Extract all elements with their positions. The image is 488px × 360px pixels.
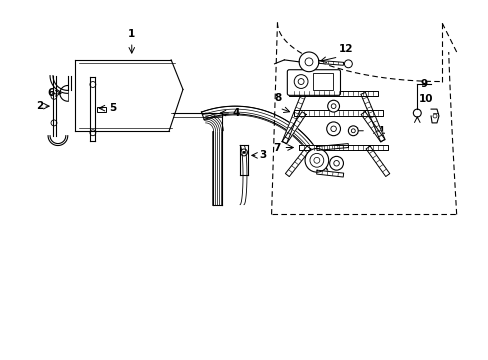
Circle shape [350, 129, 355, 133]
Circle shape [298, 78, 304, 85]
Text: 1: 1 [128, 29, 135, 39]
Text: 2: 2 [37, 101, 44, 111]
Bar [312, 73, 332, 90]
Text: 12: 12 [339, 44, 353, 54]
Text: 10: 10 [418, 94, 433, 104]
Circle shape [327, 100, 339, 112]
Polygon shape [360, 93, 385, 141]
Circle shape [330, 126, 336, 131]
Circle shape [344, 60, 351, 68]
Text: 9: 9 [420, 78, 427, 89]
Text: 3: 3 [259, 150, 266, 161]
Text: 4: 4 [232, 108, 239, 118]
Circle shape [299, 52, 318, 72]
Circle shape [412, 109, 420, 117]
Polygon shape [282, 93, 305, 144]
Polygon shape [316, 144, 348, 150]
Polygon shape [282, 112, 305, 144]
Circle shape [294, 75, 307, 89]
Circle shape [309, 153, 323, 167]
Polygon shape [289, 91, 377, 96]
Circle shape [326, 122, 340, 136]
Text: 5: 5 [109, 103, 116, 113]
Polygon shape [318, 60, 343, 65]
Circle shape [333, 161, 339, 166]
Polygon shape [294, 110, 382, 116]
Polygon shape [316, 170, 343, 177]
Circle shape [305, 148, 328, 172]
Polygon shape [366, 146, 389, 176]
Text: 8: 8 [274, 93, 282, 103]
Circle shape [347, 126, 358, 136]
Circle shape [313, 157, 319, 163]
Circle shape [330, 104, 335, 108]
Text: 7: 7 [272, 143, 280, 153]
Polygon shape [285, 146, 310, 177]
Circle shape [242, 151, 245, 154]
Polygon shape [361, 112, 384, 142]
Circle shape [329, 156, 343, 170]
Bar [97, 107, 106, 112]
Circle shape [305, 58, 312, 66]
Text: 6: 6 [47, 88, 55, 98]
FancyBboxPatch shape [287, 70, 340, 95]
Text: 11: 11 [371, 126, 386, 136]
Polygon shape [299, 145, 387, 150]
